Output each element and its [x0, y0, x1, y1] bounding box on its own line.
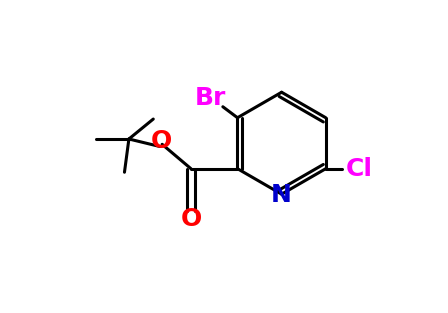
Text: O: O [151, 129, 172, 153]
Text: Br: Br [195, 86, 227, 110]
Text: N: N [271, 183, 292, 207]
Text: Cl: Cl [345, 157, 372, 181]
Text: O: O [180, 207, 202, 231]
